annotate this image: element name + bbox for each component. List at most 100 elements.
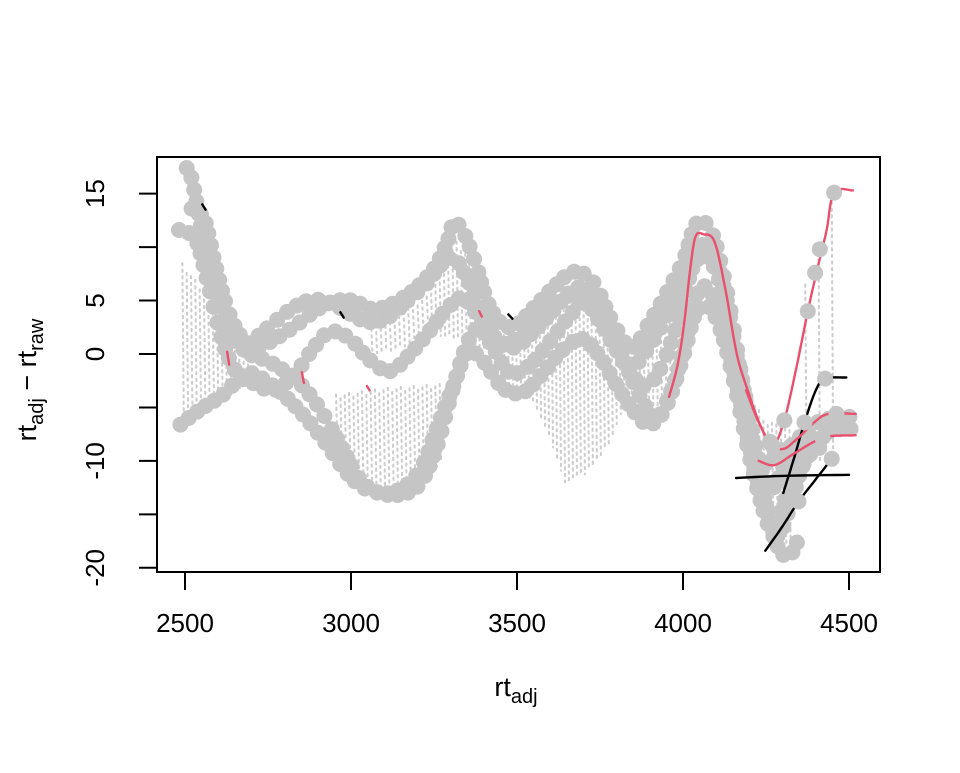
pink-fragment — [225, 350, 231, 366]
sample-point — [730, 357, 747, 374]
sample-point — [817, 370, 834, 387]
sample-point — [807, 264, 824, 281]
pink-sample-flat-b-line — [757, 434, 857, 467]
series-layer — [171, 160, 859, 563]
hatch-stroke — [582, 290, 586, 476]
sample-point — [664, 383, 681, 400]
hatch-stroke — [594, 291, 598, 462]
pink-fragment — [300, 370, 306, 385]
sample-point — [826, 184, 843, 201]
hatch-stroke — [438, 383, 443, 463]
hatch-stroke — [417, 384, 421, 486]
hatch-stroke — [378, 387, 382, 491]
sample-point — [823, 450, 840, 467]
sample-point — [632, 330, 649, 347]
hatch-stroke — [198, 284, 203, 416]
sample-point — [762, 433, 778, 450]
hatch-stroke — [586, 289, 590, 472]
hatch-stroke — [578, 290, 582, 478]
sample-point — [594, 301, 611, 318]
sample-point — [667, 322, 684, 339]
y-tick-label: 0 — [80, 347, 110, 361]
sample-point — [745, 446, 762, 463]
gray-sample-4-points — [172, 299, 828, 540]
hatch-stroke — [416, 300, 420, 336]
pink-fragment — [477, 310, 484, 318]
sample-point — [198, 270, 215, 286]
sample-point — [570, 279, 587, 296]
sample-point — [811, 241, 828, 258]
black-fragment — [201, 203, 207, 211]
sample-point — [653, 406, 670, 423]
sample-point — [814, 429, 831, 446]
gray-sample-5-points — [241, 237, 805, 563]
sample-point — [652, 360, 669, 377]
sample-point — [776, 412, 793, 429]
hatch-stroke — [397, 308, 402, 351]
sample-point — [465, 286, 482, 303]
hatch-stroke — [360, 390, 365, 486]
pink-sample-flat-a-line — [744, 389, 857, 451]
sample-point — [461, 238, 478, 255]
black-fragment — [339, 311, 345, 319]
sample-point — [460, 274, 477, 291]
sample-point — [796, 414, 813, 431]
x-tick-label: 4000 — [654, 608, 712, 638]
sample-point — [697, 215, 714, 231]
black-fragment — [507, 313, 514, 320]
axes: 2500 3000 3500 4000 4500 15 5 0 -10 -20 — [80, 156, 881, 638]
sample-point — [205, 298, 222, 315]
sample-point — [707, 309, 724, 326]
sample-point — [310, 291, 327, 308]
sample-point — [671, 283, 688, 300]
hatch-stroke — [566, 292, 571, 482]
hatch-stroke — [395, 386, 400, 494]
sample-point — [799, 303, 816, 320]
hatch-stroke — [369, 388, 374, 489]
hatch-stroke — [386, 386, 391, 493]
sample-point — [408, 467, 425, 484]
sample-point — [677, 271, 694, 288]
sample-point — [761, 515, 777, 531]
hatch-stroke — [382, 387, 387, 492]
sample-point — [828, 405, 845, 422]
sample-point — [665, 295, 682, 312]
sample-point — [658, 307, 675, 324]
x-tick-label: 4500 — [820, 608, 878, 638]
sample-point — [652, 319, 669, 336]
hatch-stroke — [420, 297, 425, 332]
hatch-stroke — [399, 385, 404, 492]
hatch-stroke — [202, 289, 207, 413]
y-tick-label: -10 — [80, 442, 110, 480]
sample-point — [200, 225, 217, 242]
sample-point — [790, 493, 807, 510]
hatch-stroke — [194, 278, 198, 418]
hatch-stroke — [554, 296, 559, 461]
y-tick-label: 15 — [80, 179, 110, 208]
hatch-stroke — [598, 298, 602, 457]
hatch-stroke — [207, 295, 211, 411]
black-sample-flat-line — [734, 473, 851, 480]
sample-point — [316, 408, 333, 424]
sample-point — [645, 331, 662, 348]
hatch-stroke — [407, 304, 411, 344]
sample-point — [742, 428, 759, 445]
hatch-stroke — [518, 319, 523, 391]
y-axis-label: rtadj − rtraw — [12, 318, 48, 441]
sample-point — [788, 534, 805, 551]
sample-point — [754, 491, 771, 508]
hatch-stroke — [373, 388, 378, 490]
hatch-stroke — [411, 302, 416, 340]
sample-point — [662, 334, 679, 351]
pink-fragment — [365, 384, 371, 392]
sample-point — [842, 420, 859, 437]
sample-point — [293, 357, 310, 374]
hatch-stroke — [189, 273, 194, 420]
hatch-stroke — [404, 385, 408, 491]
hatch-stroke — [425, 295, 430, 328]
sample-point — [831, 421, 848, 438]
sample-point — [195, 257, 212, 274]
sample-point — [466, 250, 482, 267]
hatch-stroke — [181, 262, 185, 425]
